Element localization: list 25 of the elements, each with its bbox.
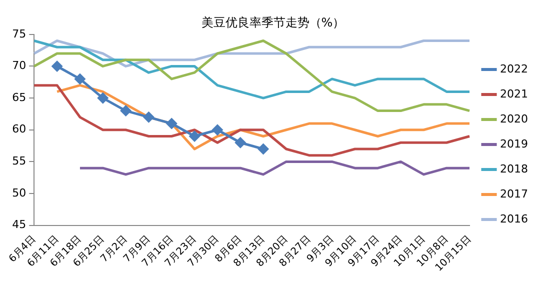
y-tick-label: 50 [12, 186, 26, 200]
legend-label: 2016 [500, 212, 528, 226]
point [120, 106, 132, 116]
legend-label: 2017 [500, 187, 528, 200]
y-tick-label: 75 [12, 27, 26, 40]
y-tick-label: 45 [12, 218, 26, 232]
y-tick-label: 55 [12, 154, 26, 168]
point [166, 118, 177, 129]
point [74, 74, 86, 84]
legend-label: 2021 [500, 87, 528, 100]
point [143, 112, 154, 122]
point [212, 124, 223, 136]
legend-label: 2019 [500, 137, 528, 150]
legend-label: 2022 [500, 62, 528, 76]
y-tick-label: 70 [12, 59, 26, 72]
point [52, 60, 62, 72]
y-tick-label: 65 [12, 90, 26, 104]
point [98, 92, 108, 104]
chart-title: 美豆优良率季节走势（%） [201, 15, 345, 30]
point [235, 137, 246, 148]
point [258, 144, 269, 154]
legend-label: 2020 [500, 112, 528, 126]
legend-label: 2018 [500, 162, 528, 176]
point [189, 131, 200, 142]
y-tick-label: 60 [12, 122, 26, 136]
